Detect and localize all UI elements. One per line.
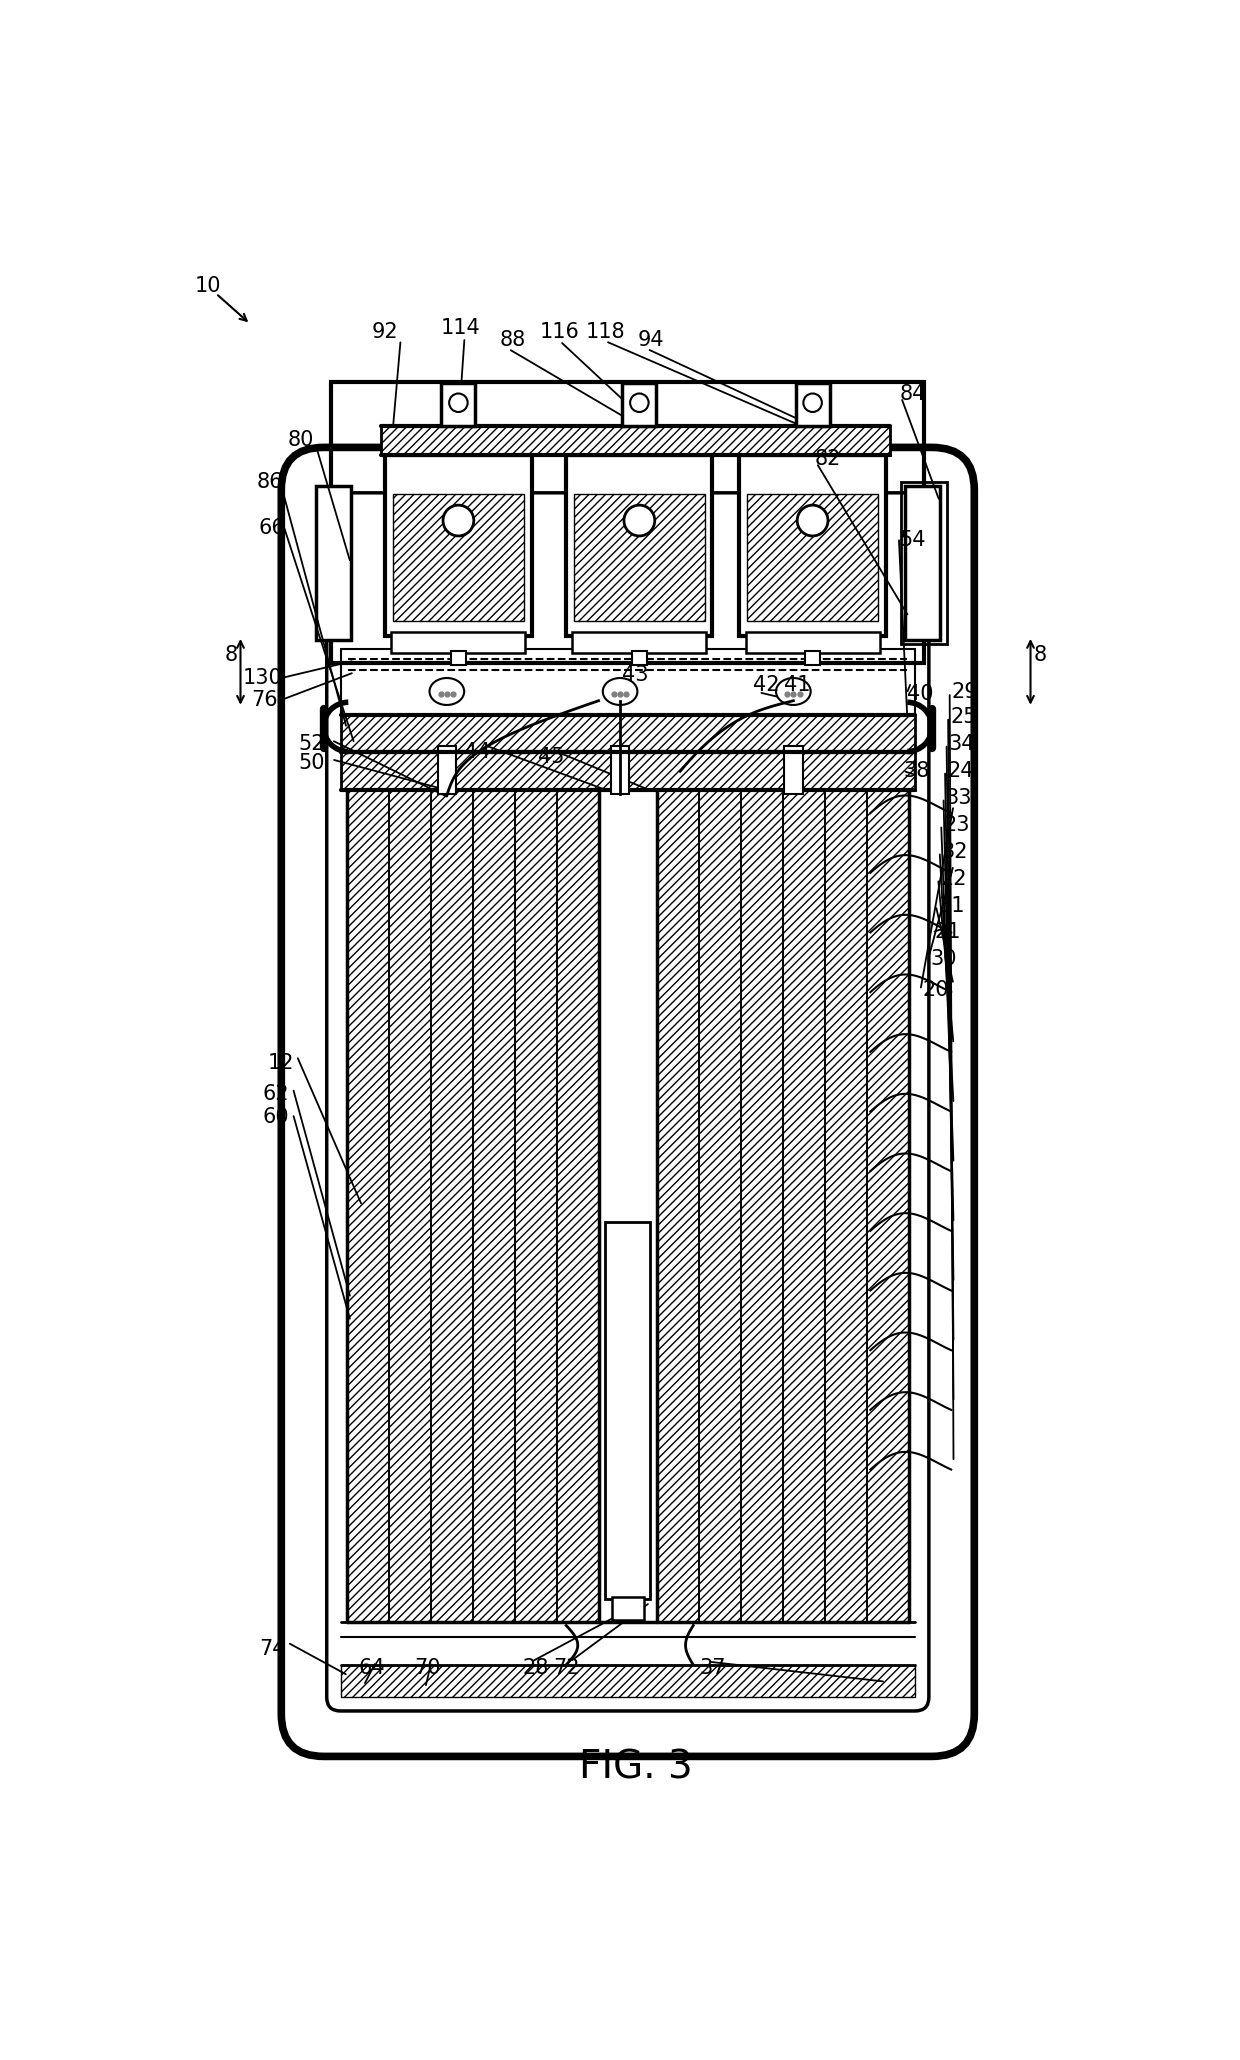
Circle shape [624,505,655,536]
Bar [441,383,475,426]
Text: 28: 28 [522,1658,548,1677]
Text: 60: 60 [263,1108,289,1127]
Text: 34: 34 [949,733,975,754]
Text: 40: 40 [908,684,934,705]
Text: 30: 30 [930,950,957,970]
Bar [393,494,523,620]
Bar [599,791,657,1621]
Text: 66: 66 [259,519,285,538]
Text: 32: 32 [942,843,968,861]
Text: 84: 84 [899,383,926,404]
Bar [450,651,466,665]
Text: 37: 37 [699,1658,725,1677]
Circle shape [804,393,822,412]
Text: 22: 22 [940,869,967,888]
Text: 38: 38 [904,760,930,781]
Bar [901,482,947,643]
Bar [438,746,456,793]
Text: 31: 31 [937,896,965,915]
Circle shape [449,393,467,412]
Bar [739,455,885,637]
Bar [748,494,878,620]
Text: 8: 8 [1033,645,1047,665]
Text: 72: 72 [553,1658,579,1677]
Text: 25: 25 [950,707,977,727]
Text: 62: 62 [263,1084,289,1104]
Ellipse shape [776,678,811,705]
Text: 88: 88 [500,330,526,350]
Circle shape [797,505,828,536]
Text: 33: 33 [946,787,972,808]
Text: 24: 24 [947,760,973,781]
Bar [331,381,924,663]
Circle shape [443,505,474,536]
Text: 20: 20 [923,981,949,1001]
Bar [745,632,879,653]
Bar [611,1596,644,1619]
Text: 82: 82 [815,449,841,470]
Text: 10: 10 [195,276,222,297]
Text: FIG. 3: FIG. 3 [579,1749,692,1786]
Text: 118: 118 [585,321,625,342]
Bar [392,632,526,653]
Bar [341,752,915,791]
Text: 23: 23 [944,814,970,834]
Bar [386,455,532,637]
Bar [631,651,647,665]
Text: 130: 130 [243,667,283,688]
Bar [657,791,909,1621]
Text: 94: 94 [637,330,665,350]
Text: 8: 8 [224,645,238,665]
FancyBboxPatch shape [281,447,975,1757]
Bar [341,715,915,752]
Text: 80: 80 [288,431,314,449]
Bar [382,426,889,455]
Text: 52: 52 [299,733,325,754]
Text: 29: 29 [952,682,978,702]
Bar [316,486,351,641]
Text: 54: 54 [899,529,926,550]
Ellipse shape [603,678,637,705]
Text: 21: 21 [934,923,961,943]
Text: 116: 116 [541,321,580,342]
Text: 114: 114 [441,317,481,338]
Bar [574,494,704,620]
Bar [784,746,802,793]
Text: 92: 92 [372,321,398,342]
Text: 44: 44 [465,742,491,762]
Bar [347,791,599,1621]
Text: 42: 42 [753,674,780,694]
Ellipse shape [429,678,464,705]
Circle shape [630,393,649,412]
Bar [341,649,915,715]
Text: 74: 74 [259,1638,285,1658]
Bar [567,455,713,637]
Text: 70: 70 [414,1658,441,1677]
Bar [605,1222,650,1599]
Text: 41: 41 [784,674,811,694]
Text: 64: 64 [358,1658,386,1677]
Bar [905,486,940,641]
Text: 12: 12 [268,1053,295,1073]
Bar [796,383,830,426]
Bar [341,1664,915,1697]
Text: 76: 76 [250,690,278,711]
Bar [573,632,707,653]
Text: 86: 86 [257,472,283,492]
Bar [622,383,656,426]
Text: 43: 43 [622,665,649,684]
Bar [611,746,630,793]
Text: 45: 45 [538,748,564,766]
Bar [805,651,821,665]
Text: 50: 50 [299,754,325,772]
